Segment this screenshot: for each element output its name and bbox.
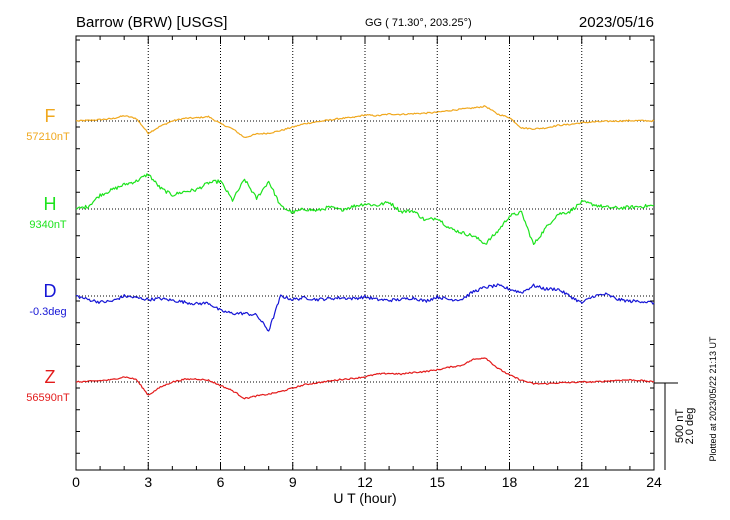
plotted-note: Plotted at 2023/05/22 21:13 UT	[708, 336, 718, 462]
series-line-h	[75, 173, 655, 245]
x-tick-label: 18	[502, 474, 518, 490]
x-axis-label: U T (hour)	[333, 490, 396, 506]
date-label: 2023/05/16	[579, 14, 654, 31]
series-baseline-h: 9340nT	[29, 219, 67, 231]
x-tick-label: 6	[217, 474, 225, 490]
series-name-z: Z	[45, 367, 56, 387]
series-line-f	[75, 105, 655, 138]
scale-label-nT: 500 nT	[674, 409, 686, 444]
x-tick-label: 0	[72, 474, 80, 490]
x-tick-label: 9	[289, 474, 297, 490]
series-name-f: F	[45, 106, 56, 126]
series-line-d	[75, 283, 655, 332]
series-baseline-z: 56590nT	[26, 392, 70, 404]
x-tick-label: 15	[429, 474, 445, 490]
series-baseline-d: -0.3deg	[29, 306, 66, 318]
station-title: Barrow (BRW) [USGS]	[76, 14, 227, 31]
series-name-d: D	[44, 281, 57, 301]
x-tick-label: 21	[574, 474, 590, 490]
coordinates-label: GG ( 71.30°, 203.25°)	[365, 17, 472, 29]
series-lines	[75, 105, 655, 400]
series-line-z	[75, 357, 655, 400]
x-tick-label: 24	[646, 474, 662, 490]
chart-grid	[75, 35, 655, 471]
scale-label-deg: 2.0 deg	[684, 408, 696, 445]
x-axis-ticks: 0 3 6 9 12 15 18 21 24	[72, 36, 662, 490]
x-tick-label: 3	[144, 474, 152, 490]
scale-bar: 500 nT 2.0 deg	[654, 382, 696, 470]
series-baseline-f: 57210nT	[26, 131, 70, 143]
series-name-h: H	[44, 194, 57, 214]
x-tick-label: 12	[357, 474, 373, 490]
series-labels: F 57210nT H 9340nT D -0.3deg Z 56590nT	[26, 106, 70, 404]
